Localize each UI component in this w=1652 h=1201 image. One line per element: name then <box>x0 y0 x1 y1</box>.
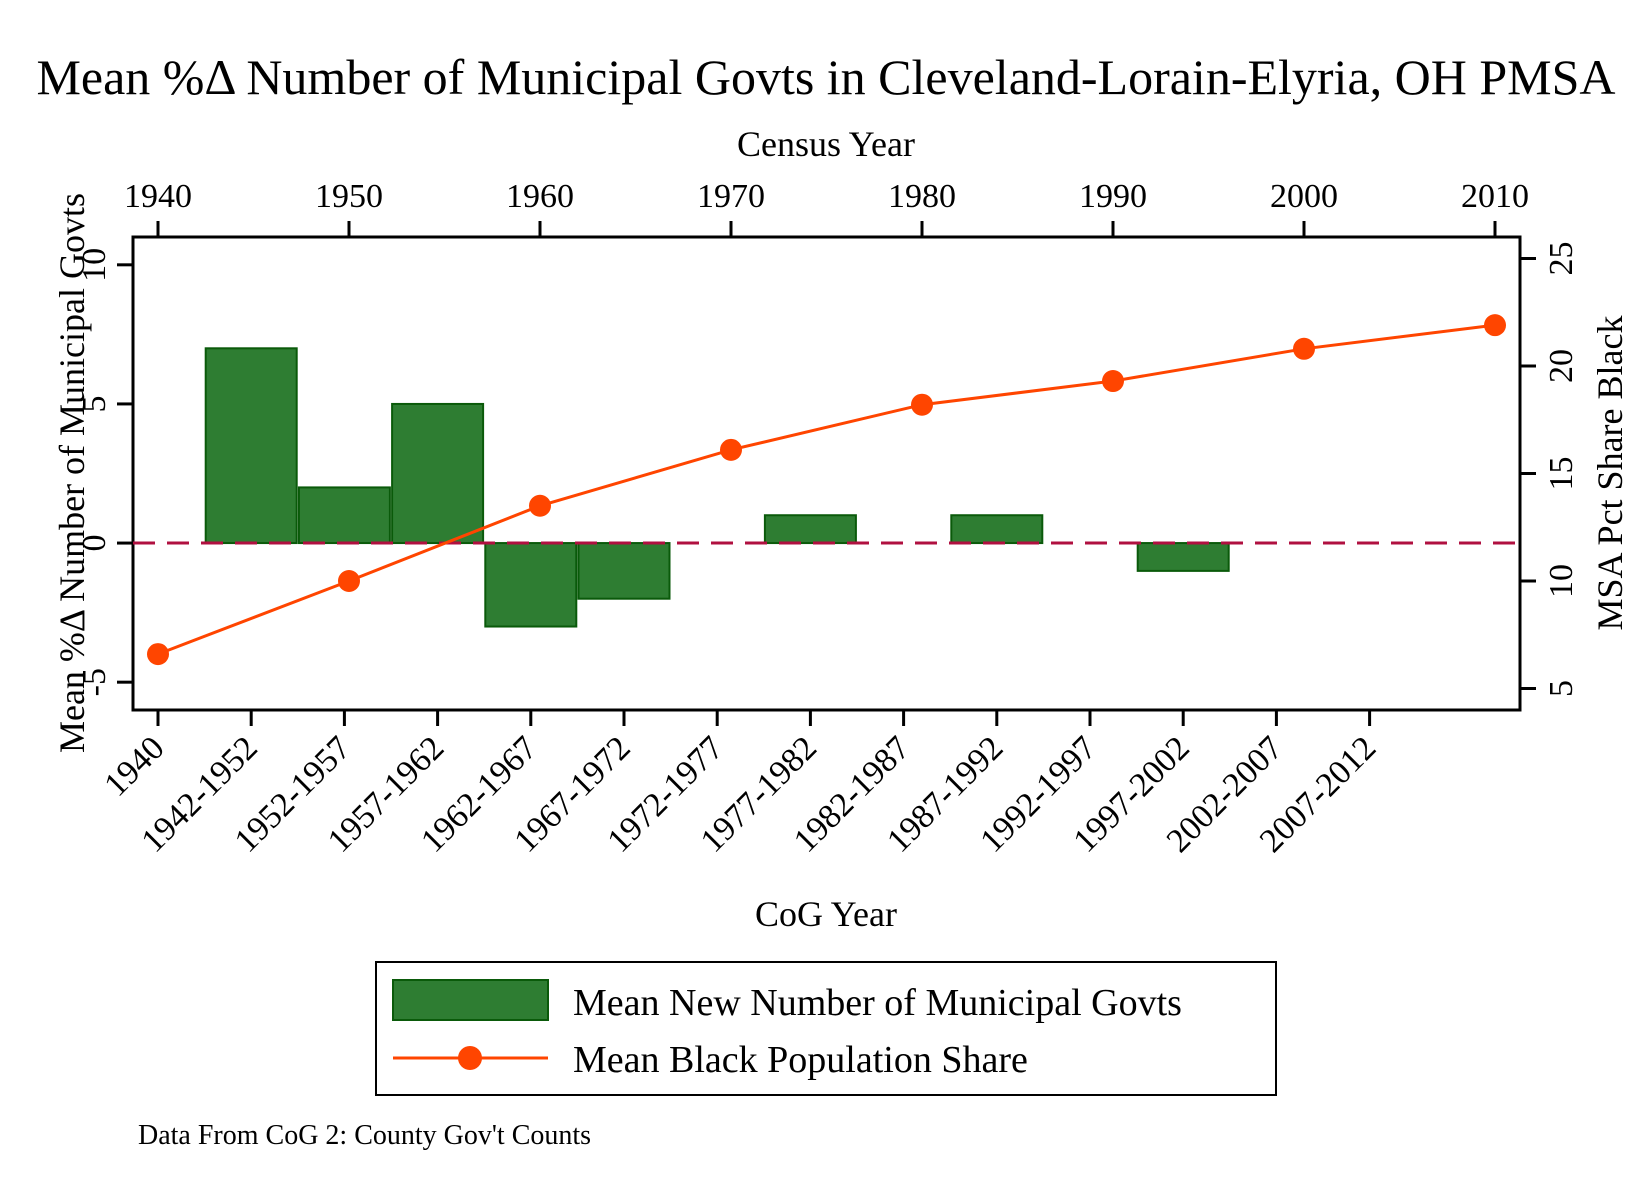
bottom-axis-tick-label: 1940 <box>97 729 171 803</box>
bar <box>1136 542 1230 572</box>
legend-bar-label: Mean New Number of Municipal Govts <box>573 982 1182 1024</box>
line-point <box>720 438 742 461</box>
legend: Mean New Number of Municipal Govts Mean … <box>375 961 1277 1096</box>
right-axis-title: MSA Pct Share Black <box>1590 316 1630 631</box>
bar <box>577 542 671 600</box>
right-axis-tick-label: 5 <box>1543 680 1580 697</box>
right-axis: 5 10 15 20 25 <box>1520 242 1580 697</box>
bottom-axis: 19401942-19521952-19571957-19621962-1967… <box>97 710 1383 860</box>
left-axis-title: Mean %Δ Number of Municipal Govts <box>52 193 92 753</box>
line-series <box>147 314 1506 666</box>
left-axis-tick-label: -5 <box>76 668 113 696</box>
plot-frame <box>131 235 1522 712</box>
right-axis-tick-label: 25 <box>1543 242 1580 276</box>
top-axis-tick-label: 1940 <box>124 178 192 215</box>
series-line <box>157 323 1496 656</box>
bar <box>950 514 1044 545</box>
line-point <box>529 494 551 517</box>
bar <box>484 542 578 628</box>
top-axis: 1940 1950 1960 1970 1980 1990 2000 2010 <box>124 178 1529 237</box>
top-axis-tick-label: 1960 <box>506 178 574 215</box>
top-axis-tick-label: 1950 <box>315 178 383 215</box>
line-point <box>911 393 933 416</box>
left-axis-tick-label: 0 <box>76 535 113 552</box>
bar <box>204 347 298 545</box>
left-axis-tick-label: 10 <box>76 248 113 282</box>
legend-bar-swatch <box>392 979 549 1021</box>
bar <box>391 402 485 545</box>
left-axis: -5 0 5 10 <box>76 248 133 696</box>
bar <box>763 514 857 545</box>
line-point <box>1102 370 1124 393</box>
right-axis-tick-label: 20 <box>1543 349 1580 383</box>
legend-line-label: Mean Black Population Share <box>573 1039 1028 1081</box>
line-point <box>1484 314 1506 337</box>
line-point <box>338 570 360 592</box>
top-axis-title: Census Year <box>737 124 915 164</box>
bottom-axis-title: CoG Year <box>755 894 897 934</box>
chart-note: Data From CoG 2: County Gov't Counts <box>138 1120 591 1151</box>
line-point <box>1293 337 1315 360</box>
top-axis-tick-label: 1980 <box>888 178 956 215</box>
top-axis-tick-label: 1990 <box>1079 178 1147 215</box>
right-axis-tick-label: 15 <box>1543 457 1580 491</box>
bar <box>297 486 391 545</box>
top-axis-tick-label: 2010 <box>1461 178 1529 215</box>
top-axis-tick-label: 1970 <box>697 178 765 215</box>
bar-series <box>204 347 1230 628</box>
legend-frame <box>375 961 1277 1096</box>
chart-title: Mean %Δ Number of Municipal Govts in Cle… <box>36 49 1615 105</box>
right-axis-tick-label: 10 <box>1543 564 1580 598</box>
top-axis-tick-label: 2000 <box>1270 178 1338 215</box>
line-point <box>147 643 169 666</box>
legend-line-marker <box>458 1046 482 1070</box>
left-axis-tick-label: 5 <box>76 395 113 412</box>
